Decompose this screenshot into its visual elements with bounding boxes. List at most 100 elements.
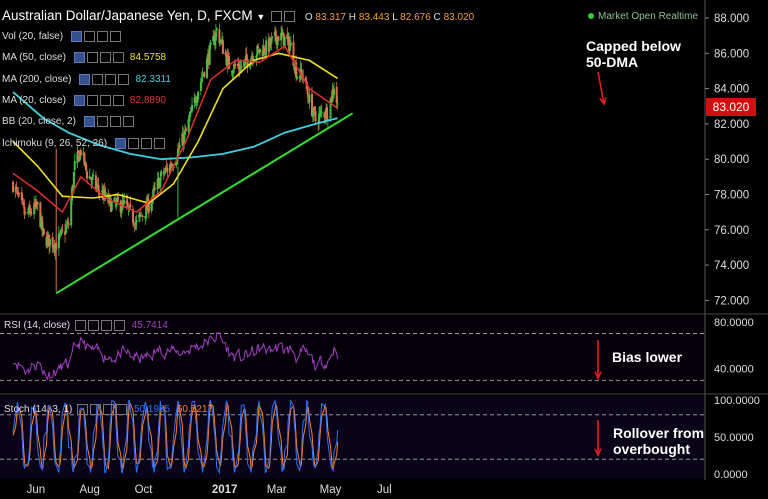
- y-tick-label: 84.000: [714, 84, 749, 96]
- candle-body: [184, 128, 187, 132]
- settings-icon[interactable]: [86, 52, 98, 64]
- candle-body: [227, 54, 230, 57]
- candle-body: [123, 200, 126, 204]
- candle-body: [314, 111, 317, 122]
- candle-body: [197, 91, 200, 100]
- settings-icon[interactable]: [86, 94, 98, 106]
- eye-icon[interactable]: [71, 31, 83, 42]
- ma200-line: [12, 91, 338, 161]
- x-tick-label: Oct: [135, 484, 154, 496]
- close-icon[interactable]: [112, 94, 124, 106]
- settings-icon[interactable]: [128, 137, 140, 149]
- ma50-line: [12, 52, 339, 205]
- candle-body: [183, 133, 186, 145]
- chart-header: Australian Dollar/Japanese Yen, D, FXCM …: [2, 8, 474, 23]
- trendline: [55, 112, 354, 295]
- add-icon[interactable]: [109, 116, 121, 128]
- settings-icon[interactable]: [92, 73, 104, 85]
- settings-icon[interactable]: [96, 116, 108, 128]
- candle-body: [206, 58, 209, 78]
- candle-body: [306, 88, 309, 96]
- candle-body: [191, 104, 194, 112]
- candle-body: [308, 94, 311, 103]
- candle-body: [73, 161, 76, 171]
- candle-body: [110, 202, 113, 211]
- close-icon[interactable]: [112, 52, 124, 64]
- candle-body: [95, 186, 98, 188]
- candle-body: [157, 177, 160, 180]
- add-icon[interactable]: [99, 52, 111, 64]
- axes: 88.000 86.000 84.000 82.000 80.000 78.000 76.0…: [27, 13, 760, 496]
- arrow-shaft: [597, 71, 605, 105]
- candle-body: [288, 36, 291, 52]
- candle-body: [147, 199, 150, 213]
- candle-body: [90, 180, 93, 182]
- add-icon[interactable]: [100, 320, 112, 331]
- candle-body: [134, 221, 137, 226]
- candle-body: [39, 202, 42, 228]
- stoch-tick-label: 100.0000: [714, 395, 760, 407]
- candle-body: [60, 229, 63, 231]
- candle-body: [213, 39, 216, 46]
- candle-body: [15, 186, 18, 189]
- close-icon[interactable]: [113, 320, 125, 331]
- close-icon[interactable]: [118, 73, 130, 85]
- market-status: Market Open Realtime: [588, 11, 698, 22]
- close-icon[interactable]: [122, 116, 134, 128]
- candle-body: [20, 192, 23, 200]
- eye-icon[interactable]: [74, 320, 86, 331]
- candle-body: [283, 36, 286, 47]
- close-icon[interactable]: [116, 404, 128, 415]
- eye-icon[interactable]: [271, 10, 283, 22]
- candle-body: [302, 75, 305, 77]
- candle-body: [86, 171, 89, 179]
- annotation-arrows: [594, 71, 607, 457]
- candle-body: [265, 40, 268, 55]
- settings-icon[interactable]: [284, 10, 296, 22]
- stoch-label: Stoch (14, 3, 1) 50.1965 60.5217: [4, 404, 214, 416]
- indicator-row: Vol (20, false): [2, 31, 122, 42]
- candle-body: [150, 203, 153, 211]
- indicator-label: MA (20, close): [2, 95, 66, 107]
- candle-body: [188, 117, 191, 122]
- indicator-value: 82.8890: [129, 95, 167, 107]
- close-icon[interactable]: [154, 137, 166, 149]
- eye-icon[interactable]: [79, 73, 91, 85]
- eye-icon[interactable]: [83, 116, 95, 128]
- indicator-row: MA (50, close) 84.5758: [2, 52, 166, 63]
- candle-body: [240, 66, 243, 68]
- candle-body: [139, 213, 142, 215]
- eye-icon[interactable]: [115, 137, 127, 149]
- ma20-line: [12, 45, 339, 214]
- candle-body: [336, 103, 339, 105]
- add-icon[interactable]: [99, 94, 111, 106]
- eye-icon[interactable]: [73, 52, 85, 64]
- settings-icon[interactable]: [87, 320, 99, 331]
- candle-body: [288, 45, 291, 51]
- candle-body: [145, 203, 148, 219]
- add-icon[interactable]: [97, 31, 109, 42]
- stoch-tick-label: 0.0000: [714, 469, 748, 481]
- eye-icon[interactable]: [73, 94, 85, 106]
- candle-body: [276, 36, 279, 46]
- candle-body: [183, 130, 186, 135]
- settings-icon[interactable]: [90, 404, 102, 415]
- candle-body: [14, 187, 17, 192]
- candle-body: [66, 221, 69, 224]
- indicator-row: Ichimoku (9, 26, 52, 26): [2, 137, 166, 149]
- settings-icon[interactable]: [84, 31, 96, 42]
- add-icon[interactable]: [105, 73, 117, 85]
- candle-body: [221, 40, 224, 54]
- eye-icon[interactable]: [77, 404, 89, 415]
- close-icon[interactable]: [110, 31, 122, 42]
- add-icon[interactable]: [103, 404, 115, 415]
- candle-body: [292, 41, 295, 66]
- candle-body: [59, 230, 62, 235]
- candle-body: [152, 189, 155, 197]
- stoch-k-line: [12, 398, 339, 475]
- add-icon[interactable]: [141, 137, 153, 149]
- rsi-value: 45.7414: [131, 320, 168, 332]
- symbol-dropdown-icon[interactable]: ▼: [256, 12, 266, 22]
- candle-body: [243, 61, 246, 68]
